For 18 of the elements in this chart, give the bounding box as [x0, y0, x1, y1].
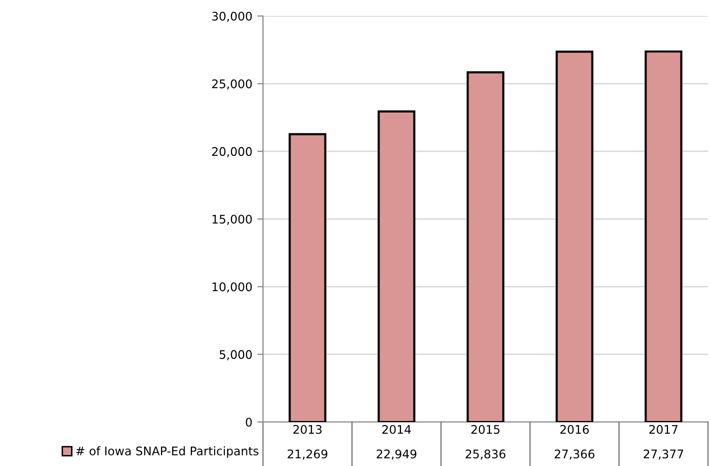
- y-tick-label: 30,000: [212, 12, 252, 22]
- y-tick-label: 5,000: [220, 350, 252, 360]
- x-tick-label: 2014: [382, 424, 411, 434]
- text: 27,366: [554, 449, 594, 460]
- y-tick-label: 10,000: [212, 282, 252, 293]
- text: 21,269: [288, 449, 328, 460]
- text: 27,377: [644, 449, 684, 460]
- x-tick-label: 2016: [560, 424, 589, 434]
- legend-label: # of Iowa SNAP-Ed Participants: [76, 446, 258, 458]
- text: 25,836: [466, 449, 506, 460]
- x-tick-label: 2017: [649, 424, 678, 434]
- y-tick-label: 15,000: [212, 214, 252, 225]
- y-tick-label: 20,000: [212, 147, 252, 158]
- x-tick-label: 2015: [471, 424, 500, 434]
- text: 22,949: [376, 449, 416, 460]
- x-tick-label: 2013: [293, 424, 322, 434]
- y-tick-label: 0: [246, 418, 252, 427]
- y-tick-label: 25,000: [212, 79, 252, 90]
